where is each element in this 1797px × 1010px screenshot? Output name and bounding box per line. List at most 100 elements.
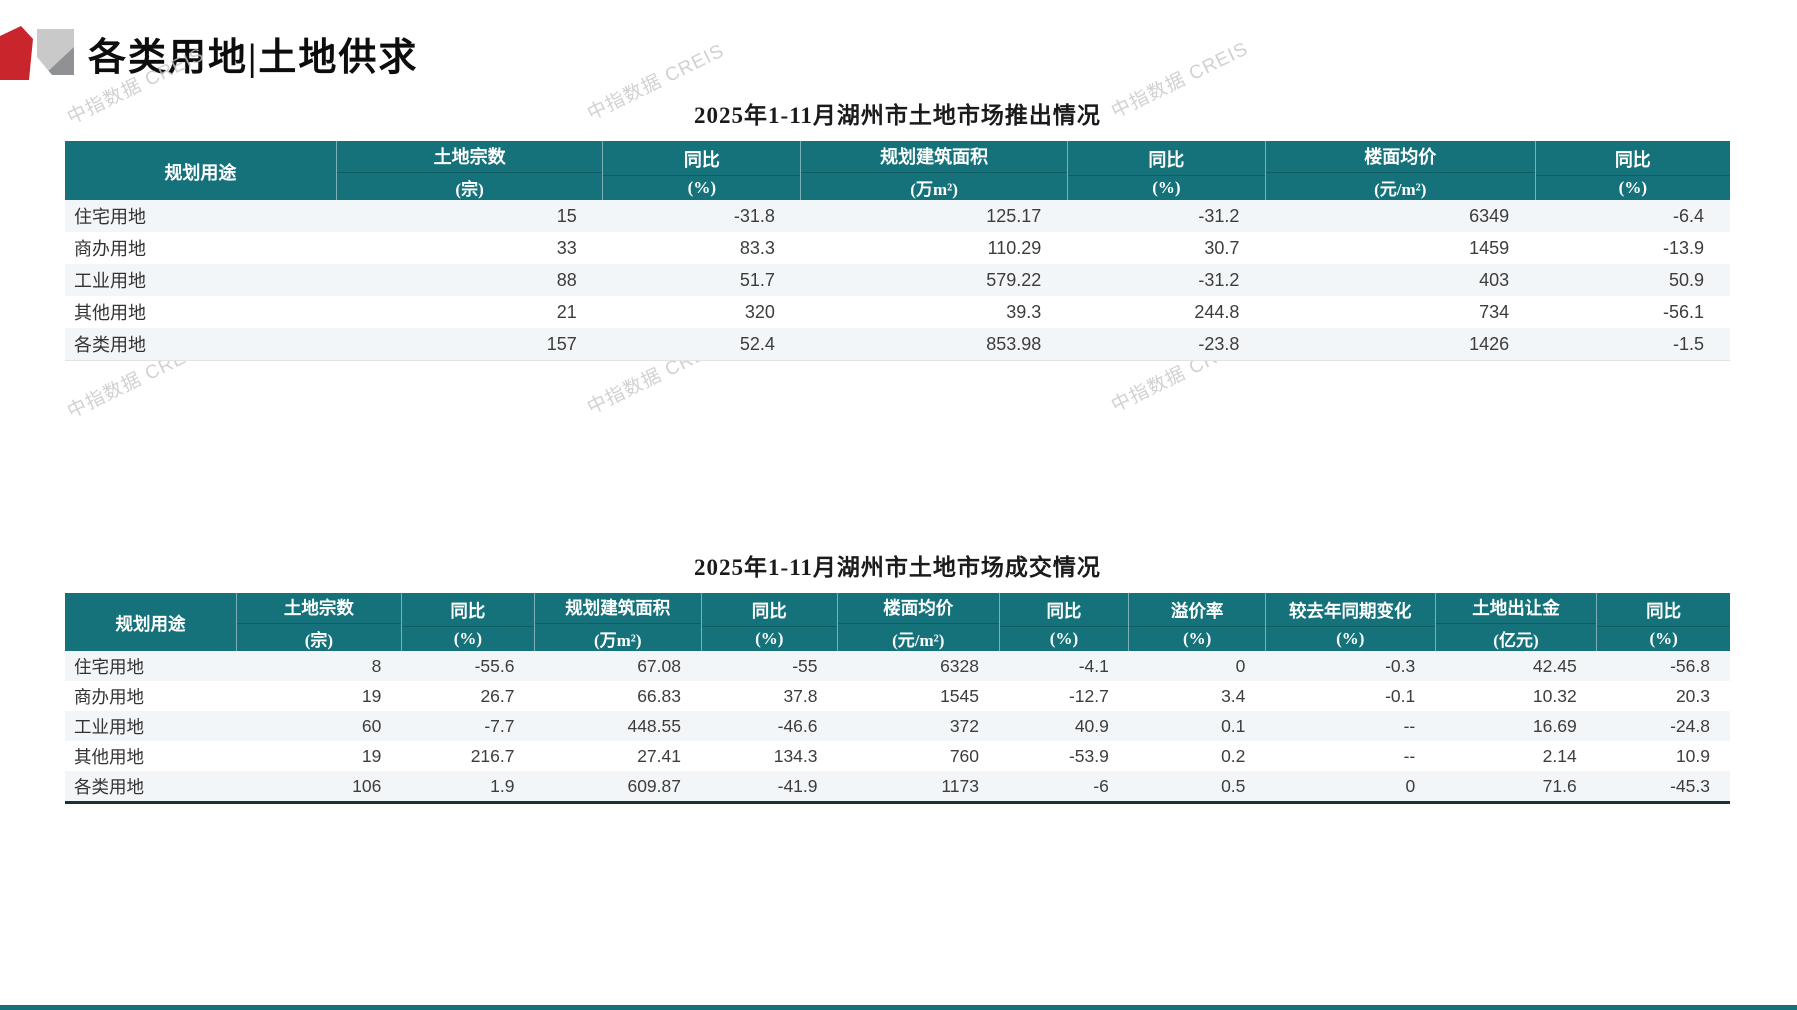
table-row: 住宅用地 8 -55.6 67.08 -55 6328 -4.1 0 -0.3 42.45 -56.… — [65, 651, 1730, 681]
table-row: 工业用地 88 51.7 579.22 -31.2 403 50.9 — [65, 264, 1730, 296]
cell-value: -24.8 — [1670, 715, 1710, 736]
land-supply-table-title: 2025年1-11月湖州市土地市场推出情况 — [694, 103, 1101, 128]
row-label: 商办用地 — [74, 686, 144, 707]
cell-value: 19 — [361, 745, 382, 766]
cell-value: 16.69 — [1532, 715, 1577, 736]
cell-value: 83.3 — [739, 237, 775, 258]
page-header: 各类用地|土地供求 — [0, 22, 418, 84]
row-label: 工业用地 — [74, 271, 146, 291]
cell-value: 33 — [556, 237, 577, 258]
cell-value: 52.4 — [739, 333, 775, 354]
cell-value: 71.6 — [1542, 775, 1577, 796]
column-header-8: 较去年同期变化 (%) — [1265, 593, 1436, 651]
row-label: 商办用地 — [74, 239, 146, 259]
cell-value: 372 — [949, 715, 980, 736]
land-transaction-table: 规划用途 土地宗数 (宗) 同比 (%) 规划建筑面积 (万m²) 同比 (%) 楼面均价 (元/m… — [65, 593, 1730, 804]
cell-value: 88 — [556, 269, 577, 290]
page-bottom-rule — [0, 1005, 1797, 1010]
column-header-0: 规划用途 — [65, 593, 237, 651]
cell-value: 609.87 — [627, 775, 681, 796]
cell-value: 27.41 — [637, 745, 681, 766]
cell-value: 40.9 — [1074, 715, 1109, 736]
cell-value: 1459 — [1469, 237, 1510, 258]
cell-value: -23.8 — [1198, 333, 1240, 354]
cell-value: -31.2 — [1198, 205, 1240, 226]
cell-value: 10.9 — [1675, 745, 1710, 766]
row-label: 其他用地 — [74, 303, 146, 323]
cell-value: -45.3 — [1670, 775, 1710, 796]
cell-value: -6 — [1093, 775, 1109, 796]
cell-value: -46.6 — [777, 715, 818, 736]
cell-value: 1426 — [1469, 333, 1510, 354]
table-row: 商办用地 19 26.7 66.83 37.8 1545 -12.7 3.4 -0.1 10.32… — [65, 681, 1730, 711]
cell-value: 6328 — [940, 655, 980, 676]
cell-value: -7.7 — [484, 715, 515, 736]
cell-value: -13.9 — [1662, 237, 1704, 258]
cell-value: -0.1 — [1385, 685, 1416, 706]
column-header-6: 同比 (%) — [1535, 141, 1730, 200]
cell-value: 2.14 — [1542, 745, 1577, 766]
column-header-4: 同比 (%) — [701, 593, 839, 651]
cell-value: 50.9 — [1668, 269, 1704, 290]
cell-value: 1173 — [941, 775, 980, 796]
cell-value: 216.7 — [470, 745, 515, 766]
page-title: 各类用地|土地供求 — [88, 36, 419, 79]
cell-value: -- — [1403, 715, 1416, 736]
cell-value: 30.7 — [1204, 237, 1240, 258]
cell-value: 579.22 — [986, 269, 1042, 290]
land-supply-table-block: 2025年1-11月湖州市土地市场推出情况 规划用途 土地宗数 (宗) 同比 (%) 规划… — [65, 96, 1730, 361]
column-header-2: 同比 (%) — [602, 141, 802, 200]
cell-value: 42.45 — [1532, 655, 1577, 676]
column-header-6: 同比 (%) — [999, 593, 1130, 651]
cell-value: 3.4 — [1221, 685, 1246, 706]
cell-value: 26.7 — [480, 685, 515, 706]
cell-value: -4.1 — [1078, 655, 1109, 676]
column-header-7: 溢价率 (%) — [1128, 593, 1266, 651]
cell-value: -12.7 — [1068, 685, 1109, 706]
cell-value: 51.7 — [739, 269, 775, 290]
cell-value: 1545 — [940, 685, 980, 706]
cell-value: -53.9 — [1068, 745, 1109, 766]
column-header-10: 同比 (%) — [1596, 593, 1730, 651]
cell-value: 0 — [1235, 655, 1246, 676]
table-row: 其他用地 19 216.7 27.41 134.3 760 -53.9 0.2 -- 2.14 10… — [65, 741, 1730, 771]
cell-value: 1.9 — [490, 775, 515, 796]
cell-value: 157 — [546, 333, 577, 354]
cell-value: 15 — [556, 205, 577, 226]
cell-value: -55.6 — [474, 655, 515, 676]
column-header-1: 土地宗数 (宗) — [336, 141, 604, 200]
cell-value: -31.8 — [733, 205, 775, 226]
row-label: 各类用地 — [74, 335, 146, 355]
table-row: 工业用地 60 -7.7 448.55 -46.6 372 40.9 0.1 -- 16.69 -2… — [65, 711, 1730, 741]
column-header-3: 规划建筑面积 (万m²) — [800, 141, 1068, 200]
cell-value: 37.8 — [783, 685, 818, 706]
table-header: 规划用途 土地宗数 (宗) 同比 (%) 规划建筑面积 (万m²) 同比 (%) 楼面均价 (元/m… — [65, 141, 1730, 200]
table-header: 规划用途 土地宗数 (宗) 同比 (%) 规划建筑面积 (万m²) 同比 (%) 楼面均价 (元/m… — [65, 593, 1730, 651]
table-body: 住宅用地 15 -31.8 125.17 -31.2 6349 -6.4 商办用地 33 83.3… — [65, 200, 1730, 361]
cell-value: 67.08 — [637, 655, 681, 676]
table-row: 各类用地 106 1.9 609.87 -41.9 1173 -6 0.5 0 71.6 -45.3 — [65, 771, 1730, 803]
cell-value: -0.3 — [1385, 655, 1416, 676]
row-label: 各类用地 — [74, 776, 144, 797]
column-header-5: 楼面均价 (元/m²) — [837, 593, 1000, 651]
cell-value: -- — [1403, 745, 1416, 766]
cell-value: 106 — [352, 775, 382, 796]
cell-value: 0.2 — [1221, 745, 1246, 766]
cell-value: 66.83 — [637, 685, 681, 706]
cell-value: 21 — [556, 301, 577, 322]
table-row: 商办用地 33 83.3 110.29 30.7 1459 -13.9 — [65, 232, 1730, 264]
column-header-9: 土地出让金 (亿元) — [1435, 593, 1598, 651]
column-header-0: 规划用途 — [65, 141, 337, 200]
row-label: 工业用地 — [74, 716, 144, 737]
table-row: 各类用地 157 52.4 853.98 -23.8 1426 -1.5 — [65, 328, 1730, 361]
cell-value: -31.2 — [1198, 269, 1240, 290]
cell-value: 60 — [361, 715, 382, 736]
cell-value: -56.8 — [1670, 655, 1710, 676]
cell-value: -56.1 — [1662, 301, 1704, 322]
cell-value: 110.29 — [987, 237, 1042, 258]
cell-value: 403 — [1479, 269, 1510, 290]
table-body: 住宅用地 8 -55.6 67.08 -55 6328 -4.1 0 -0.3 42.45 -56.… — [65, 651, 1730, 803]
cell-value: 10.32 — [1532, 685, 1577, 706]
creis-logo-icon — [0, 26, 74, 80]
